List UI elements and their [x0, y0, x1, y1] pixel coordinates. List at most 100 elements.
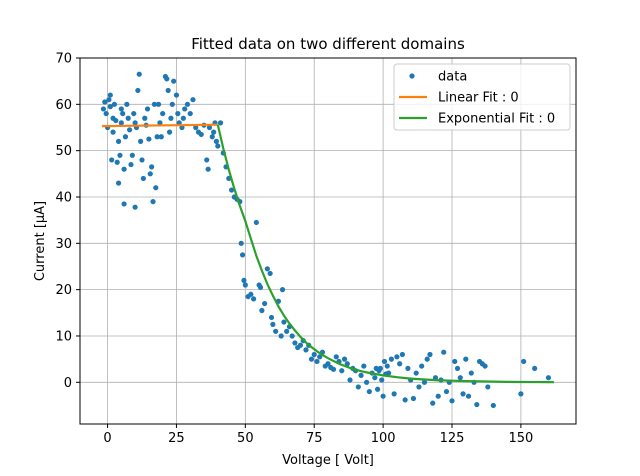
- data-point: [314, 358, 320, 365]
- data-point: [413, 370, 419, 376]
- data-point: [289, 333, 295, 339]
- data-point: [532, 365, 538, 372]
- data-point: [297, 342, 304, 348]
- data-point: [391, 391, 397, 397]
- data-point: [215, 143, 221, 149]
- data-point: [138, 138, 144, 144]
- data-point: [206, 124, 213, 131]
- data-point: [217, 120, 224, 126]
- linear-fit-line: [102, 123, 218, 128]
- data-point: [142, 115, 148, 121]
- data-point: [388, 356, 394, 362]
- data-point: [308, 356, 315, 362]
- legend-entry-linear-fit-label: Linear Fit : 0: [438, 91, 519, 106]
- data-point: [430, 400, 436, 406]
- data-point: [140, 175, 146, 182]
- data-point: [325, 361, 331, 367]
- data-point: [171, 78, 177, 84]
- data-point: [248, 291, 254, 297]
- x-tick-label-6: 150: [508, 431, 533, 446]
- data-point: [125, 115, 131, 121]
- data-point: [107, 92, 113, 98]
- x-tick-label-2: 50: [237, 431, 254, 446]
- data-point: [168, 115, 174, 121]
- data-point: [147, 171, 153, 177]
- data-point: [150, 199, 156, 205]
- data-point: [449, 398, 455, 404]
- data-point: [193, 124, 199, 131]
- data-point: [355, 384, 361, 390]
- data-point: [154, 134, 160, 140]
- data-point: [279, 287, 286, 293]
- data-point: [115, 138, 122, 144]
- data-point: [427, 351, 433, 358]
- data-point: [121, 166, 127, 172]
- data-point: [399, 351, 405, 358]
- data-point: [173, 92, 180, 98]
- data-point: [375, 386, 381, 392]
- data-point: [118, 106, 124, 112]
- data-point: [166, 129, 173, 135]
- data-point: [372, 375, 378, 381]
- data-point: [187, 110, 193, 117]
- data-point: [239, 252, 246, 258]
- data-point: [419, 363, 425, 369]
- data-point: [421, 379, 428, 385]
- data-point: [103, 110, 109, 117]
- x-tick-label-1: 25: [168, 431, 185, 446]
- data-point: [268, 314, 275, 321]
- data-point: [205, 166, 211, 172]
- data-point: [118, 120, 124, 126]
- x-tick-label-5: 125: [440, 431, 465, 446]
- data-point: [242, 282, 248, 288]
- data-point: [122, 134, 129, 140]
- data-point: [416, 384, 422, 390]
- data-point: [264, 266, 270, 272]
- data-point: [149, 164, 155, 170]
- data-point: [303, 347, 309, 353]
- data-point: [284, 328, 290, 334]
- x-tick-label-4: 100: [371, 431, 396, 446]
- exponential-fit-line: [216, 124, 554, 384]
- data-point: [211, 129, 217, 135]
- data-point: [106, 97, 112, 103]
- plot-area: [100, 71, 554, 409]
- data-point: [424, 356, 430, 362]
- data-point: [136, 71, 142, 77]
- y-tick-label-3: 30: [55, 237, 72, 252]
- x-tick-label-0: 0: [103, 431, 111, 446]
- data-point: [377, 365, 383, 372]
- data-point: [457, 375, 463, 381]
- legend: data Linear Fit : 0 Exponential Fit : 0: [393, 63, 571, 131]
- legend-entry-exponential-fit-label: Exponential Fit : 0: [438, 112, 555, 127]
- data-point: [180, 115, 186, 121]
- data-point: [257, 284, 264, 290]
- data-point: [267, 270, 273, 277]
- x-axis-label: Voltage [ Volt]: [282, 453, 374, 468]
- data-point: [100, 106, 107, 112]
- y-tick-label-2: 20: [55, 283, 72, 298]
- data-point: [485, 384, 491, 390]
- data-point: [139, 157, 145, 163]
- data-point: [131, 110, 137, 117]
- data-point: [281, 319, 287, 325]
- data-point: [344, 361, 350, 367]
- data-point: [182, 106, 188, 112]
- data-point: [490, 402, 496, 409]
- data-point: [120, 110, 126, 117]
- data-point: [361, 363, 367, 369]
- x-tick-label-3: 75: [306, 431, 323, 446]
- data-point: [463, 356, 469, 362]
- data-point: [341, 356, 348, 362]
- data-point: [198, 131, 204, 138]
- data-point: [117, 152, 123, 158]
- data-point: [381, 358, 388, 365]
- data-point: [144, 106, 151, 112]
- data-point: [379, 377, 385, 383]
- x-axis-ticks: 0 25 50 75 100 125 150: [103, 424, 533, 446]
- data-point: [384, 363, 390, 369]
- data-point: [317, 354, 323, 360]
- data-point: [190, 97, 196, 103]
- data-point: [292, 340, 298, 346]
- data-point: [386, 370, 392, 376]
